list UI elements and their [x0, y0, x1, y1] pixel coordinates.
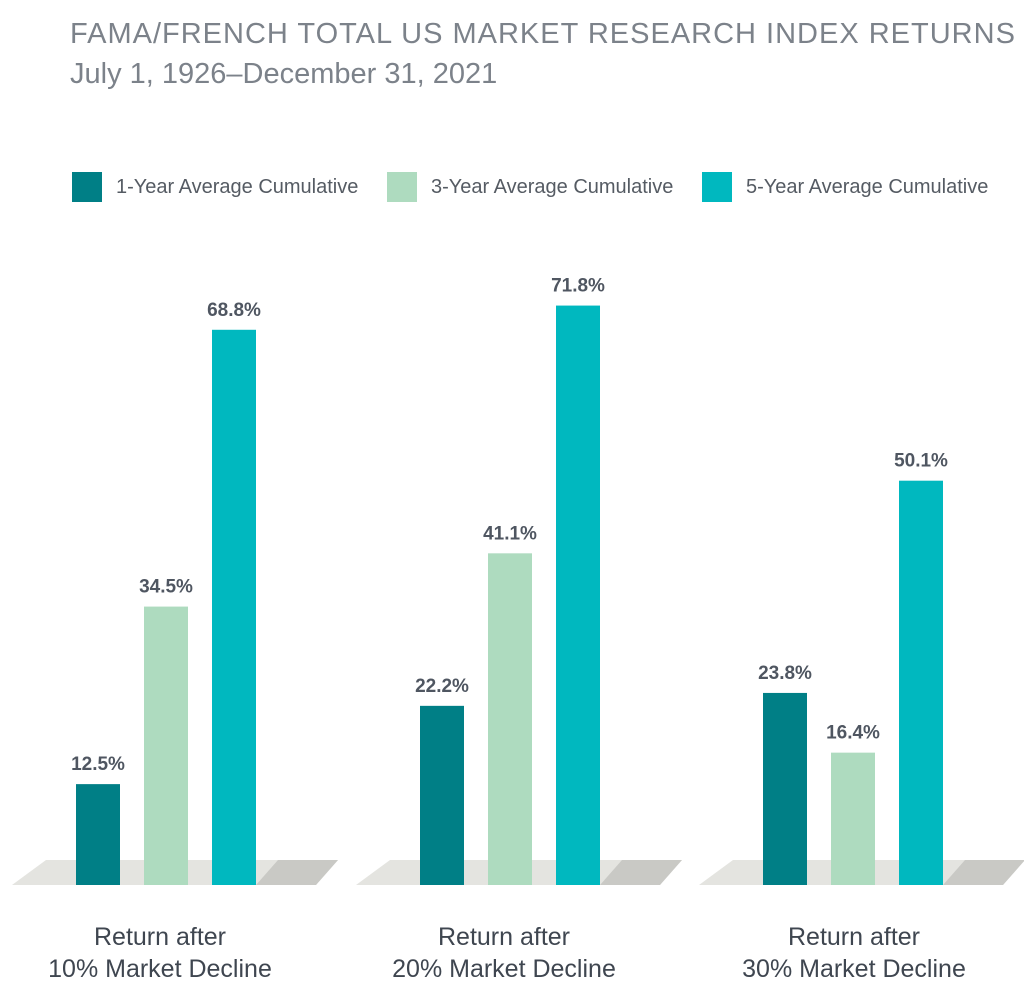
category-label: 30% Market Decline [742, 955, 966, 983]
legend-label-1-year: 1-Year Average Cumulative [116, 175, 359, 198]
legend-item-1-year: 1-Year Average Cumulative [72, 172, 358, 202]
floor-shadow-dark [256, 860, 338, 885]
bar [556, 305, 600, 886]
legend-label-5-year: 5-Year Average Cumulative [746, 175, 989, 198]
bar [488, 553, 532, 885]
floor-shadow-dark [943, 860, 1024, 885]
bar [763, 692, 807, 885]
legend-swatch-5-year [702, 172, 732, 202]
category-label: Return after [94, 923, 226, 951]
legend-swatch-3-year [387, 172, 417, 202]
data-label: 41.1% [483, 523, 537, 544]
bar [144, 606, 188, 885]
category-label: 10% Market Decline [48, 955, 272, 983]
legend-item-3-year: 3-Year Average Cumulative [387, 172, 673, 202]
bar [831, 752, 875, 885]
legend-swatch-1-year [72, 172, 102, 202]
category-label: 20% Market Decline [392, 955, 616, 983]
data-label: 22.2% [415, 676, 469, 697]
data-label: 23.8% [758, 663, 812, 684]
data-label: 34.5% [139, 577, 193, 598]
category-label: Return after [438, 923, 570, 951]
floor-shadow-dark [600, 860, 682, 885]
bar [899, 480, 943, 885]
chart-subtitle: July 1, 1926–December 31, 2021 [70, 58, 498, 90]
data-label: 71.8% [551, 276, 605, 297]
category-label: Return after [788, 923, 920, 951]
legend-item-5-year: 5-Year Average Cumulative [702, 172, 988, 202]
data-label: 16.4% [826, 723, 880, 744]
bar [420, 705, 464, 885]
data-label: 68.8% [207, 300, 261, 321]
bar [212, 329, 256, 885]
data-label: 50.1% [894, 451, 948, 472]
data-label: 12.5% [71, 754, 125, 775]
bar [76, 784, 120, 885]
chart-title: FAMA/FRENCH TOTAL US MARKET RESEARCH IND… [70, 18, 1016, 50]
legend-label-3-year: 3-Year Average Cumulative [431, 175, 674, 198]
